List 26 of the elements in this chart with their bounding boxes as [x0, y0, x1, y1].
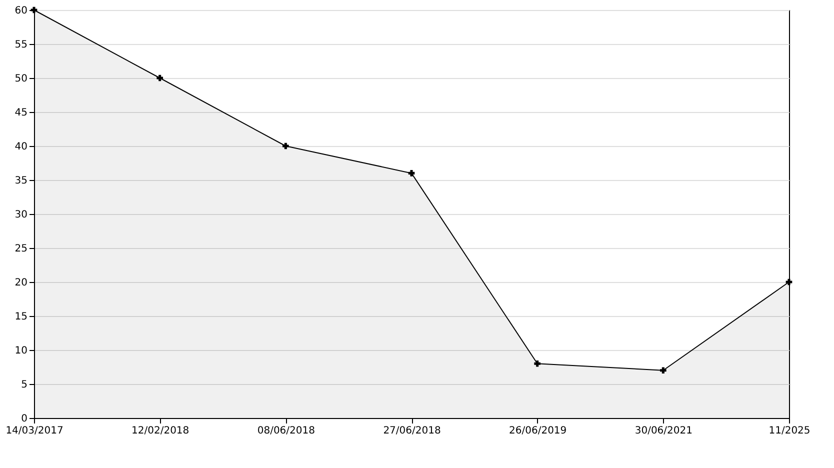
y-tick-label: 35 — [14, 176, 28, 186]
point — [534, 360, 540, 367]
x-tick-label: 30/06/2021 — [634, 426, 692, 436]
y-tick-label: 20 — [14, 278, 28, 288]
point — [660, 367, 666, 374]
y-tick-label: 10 — [14, 346, 28, 356]
x-tick-label: 11/2025 — [768, 426, 810, 436]
y-tick-label: 60 — [14, 6, 28, 16]
y-tick-label: 30 — [14, 210, 28, 220]
y-tick-label: 15 — [14, 312, 28, 322]
x-tick-label: 12/02/2018 — [132, 426, 190, 436]
point — [156, 74, 163, 82]
y-tick-label: 0 — [21, 414, 28, 424]
point — [282, 142, 289, 150]
y-tick-label: 40 — [14, 142, 28, 152]
x-tick-label: 14/03/2017 — [6, 426, 64, 436]
x-tick-label: 08/06/2018 — [257, 426, 315, 436]
y-tick-label: 55 — [14, 40, 28, 50]
point — [408, 170, 415, 176]
y-tick-label: 25 — [14, 244, 28, 254]
y-tick-label: 50 — [14, 74, 28, 84]
point — [786, 278, 792, 286]
y-tick-label: 45 — [14, 108, 28, 118]
x-tick-label: 26/06/2019 — [509, 426, 567, 436]
y-tick-label: 5 — [21, 380, 28, 390]
x-tick-label: 27/06/2018 — [383, 426, 441, 436]
